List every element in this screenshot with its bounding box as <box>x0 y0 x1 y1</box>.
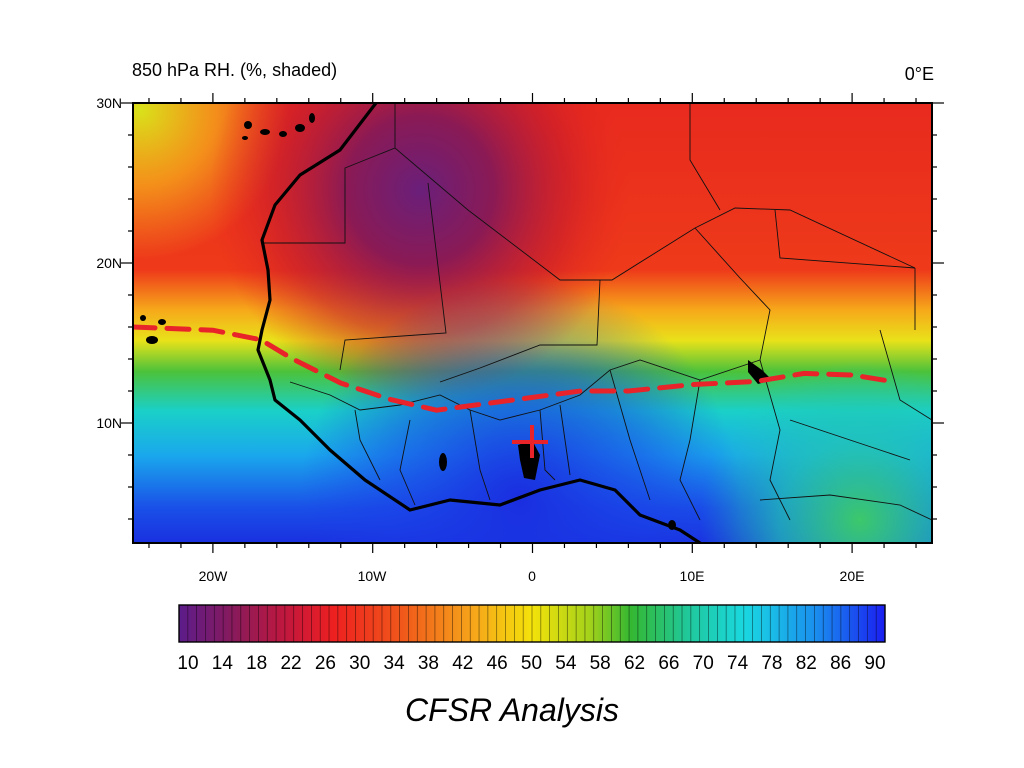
colorbar-tick-label: 10 <box>177 653 199 674</box>
colorbar-tick-label: 82 <box>795 653 817 674</box>
colorbar-tick-label: 70 <box>692 653 714 674</box>
colorbar-tick-label: 54 <box>555 653 577 674</box>
colorbar-tick-label: 30 <box>349 653 371 674</box>
colorbar-tick-label: 14 <box>211 653 233 674</box>
dashed-boundary-line <box>133 324 895 413</box>
colorbar-tick-label: 58 <box>589 653 611 674</box>
lon-label-10e: 10E <box>679 568 705 584</box>
colorbar-tick-label: 74 <box>727 653 749 674</box>
lon-label-0: 0 <box>528 568 536 584</box>
colorbar-tick-label: 46 <box>486 653 508 674</box>
lat-label-20n: 20N <box>96 255 122 271</box>
figure-caption: CFSR Analysis <box>405 692 619 728</box>
lon-label-20w: 20W <box>198 568 228 584</box>
colorbar-tick-label: 26 <box>314 653 336 674</box>
colorbar-tick-label: 86 <box>830 653 852 674</box>
lat-label-30n: 30N <box>96 95 122 111</box>
plot-title: 850 hPa RH. (%, shaded) <box>132 60 338 80</box>
colorbar-tick-label: 22 <box>280 653 302 674</box>
colorbar-tick-label: 62 <box>623 653 646 674</box>
lat-label-10n: 10N <box>96 415 122 431</box>
colorbar-tick-label: 42 <box>452 653 474 674</box>
axis-ticks <box>121 93 944 553</box>
coastline <box>256 103 701 543</box>
cross-marker <box>512 425 548 458</box>
colorbar-tick-label: 34 <box>383 653 405 674</box>
country-borders <box>262 103 932 521</box>
meridian-label: 0°E <box>904 64 934 84</box>
colorbar-tick-label: 50 <box>520 653 543 674</box>
colorbar-tick-label: 90 <box>864 653 886 674</box>
colorbar-tick-label: 66 <box>658 653 680 674</box>
lon-label-10w: 10W <box>357 568 387 584</box>
colorbar-tick-label: 18 <box>246 653 268 674</box>
lon-label-20e: 20E <box>839 568 865 584</box>
colorbar-tick-label: 38 <box>417 653 439 674</box>
colorbar-tick-label: 78 <box>761 653 783 674</box>
